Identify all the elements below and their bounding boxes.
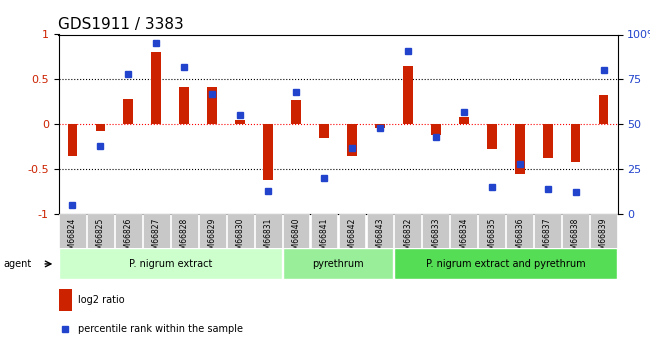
Text: GSM66840: GSM66840 (292, 217, 300, 259)
FancyBboxPatch shape (283, 214, 309, 248)
Text: GSM66826: GSM66826 (124, 217, 133, 259)
Bar (319, 124, 329, 138)
Text: GSM66830: GSM66830 (236, 217, 244, 259)
FancyBboxPatch shape (339, 214, 365, 248)
FancyBboxPatch shape (311, 214, 337, 248)
FancyBboxPatch shape (422, 214, 449, 248)
Text: P. nigrum extract: P. nigrum extract (129, 259, 212, 269)
Text: GSM66827: GSM66827 (152, 217, 161, 259)
Text: GSM66843: GSM66843 (376, 217, 384, 259)
Text: GSM66825: GSM66825 (96, 217, 105, 259)
Text: log2 ratio: log2 ratio (78, 295, 125, 305)
Bar (347, 124, 357, 156)
Bar (263, 124, 273, 180)
FancyBboxPatch shape (199, 214, 226, 248)
FancyBboxPatch shape (590, 214, 617, 248)
Text: GDS1911 / 3383: GDS1911 / 3383 (58, 17, 184, 32)
FancyBboxPatch shape (283, 248, 393, 279)
FancyBboxPatch shape (59, 248, 281, 279)
Text: percentile rank within the sample: percentile rank within the sample (78, 325, 243, 334)
Text: GSM66829: GSM66829 (208, 217, 216, 259)
Text: GSM66832: GSM66832 (404, 217, 412, 259)
Bar (68, 124, 77, 156)
FancyBboxPatch shape (227, 214, 254, 248)
FancyBboxPatch shape (506, 214, 533, 248)
Bar (235, 120, 245, 124)
Text: GSM66834: GSM66834 (460, 217, 468, 259)
FancyBboxPatch shape (59, 214, 86, 248)
Text: GSM66833: GSM66833 (432, 217, 440, 259)
FancyBboxPatch shape (478, 214, 505, 248)
Text: GSM66824: GSM66824 (68, 217, 77, 259)
Text: GSM66828: GSM66828 (180, 217, 188, 259)
Text: GSM66835: GSM66835 (488, 217, 496, 259)
FancyBboxPatch shape (534, 214, 561, 248)
Text: agent: agent (3, 259, 31, 269)
Text: GSM66842: GSM66842 (348, 217, 356, 259)
Text: GSM66836: GSM66836 (515, 217, 524, 259)
Bar (151, 52, 161, 124)
Bar (515, 124, 525, 174)
FancyBboxPatch shape (562, 214, 589, 248)
FancyBboxPatch shape (395, 214, 421, 248)
Bar (96, 124, 105, 131)
FancyBboxPatch shape (87, 214, 114, 248)
Bar (403, 66, 413, 124)
Text: GSM66839: GSM66839 (599, 217, 608, 259)
Text: P. nigrum extract and pyrethrum: P. nigrum extract and pyrethrum (426, 259, 586, 269)
Bar (543, 124, 552, 158)
Bar (459, 117, 469, 124)
FancyBboxPatch shape (171, 214, 198, 248)
Bar (207, 87, 217, 124)
Bar (179, 87, 189, 124)
Bar (599, 96, 608, 124)
Bar (124, 99, 133, 124)
FancyBboxPatch shape (255, 214, 281, 248)
Bar (571, 124, 580, 162)
FancyBboxPatch shape (143, 214, 170, 248)
Text: GSM66837: GSM66837 (543, 217, 552, 259)
Bar (375, 124, 385, 128)
FancyBboxPatch shape (395, 248, 617, 279)
FancyBboxPatch shape (115, 214, 142, 248)
Text: GSM66838: GSM66838 (571, 217, 580, 259)
FancyBboxPatch shape (450, 214, 477, 248)
FancyBboxPatch shape (367, 214, 393, 248)
Text: GSM66831: GSM66831 (264, 217, 272, 259)
Text: pyrethrum: pyrethrum (312, 259, 364, 269)
Bar (487, 124, 497, 149)
Bar (58, 289, 72, 311)
Bar (291, 100, 301, 124)
Bar (431, 124, 441, 135)
Text: GSM66841: GSM66841 (320, 217, 328, 259)
